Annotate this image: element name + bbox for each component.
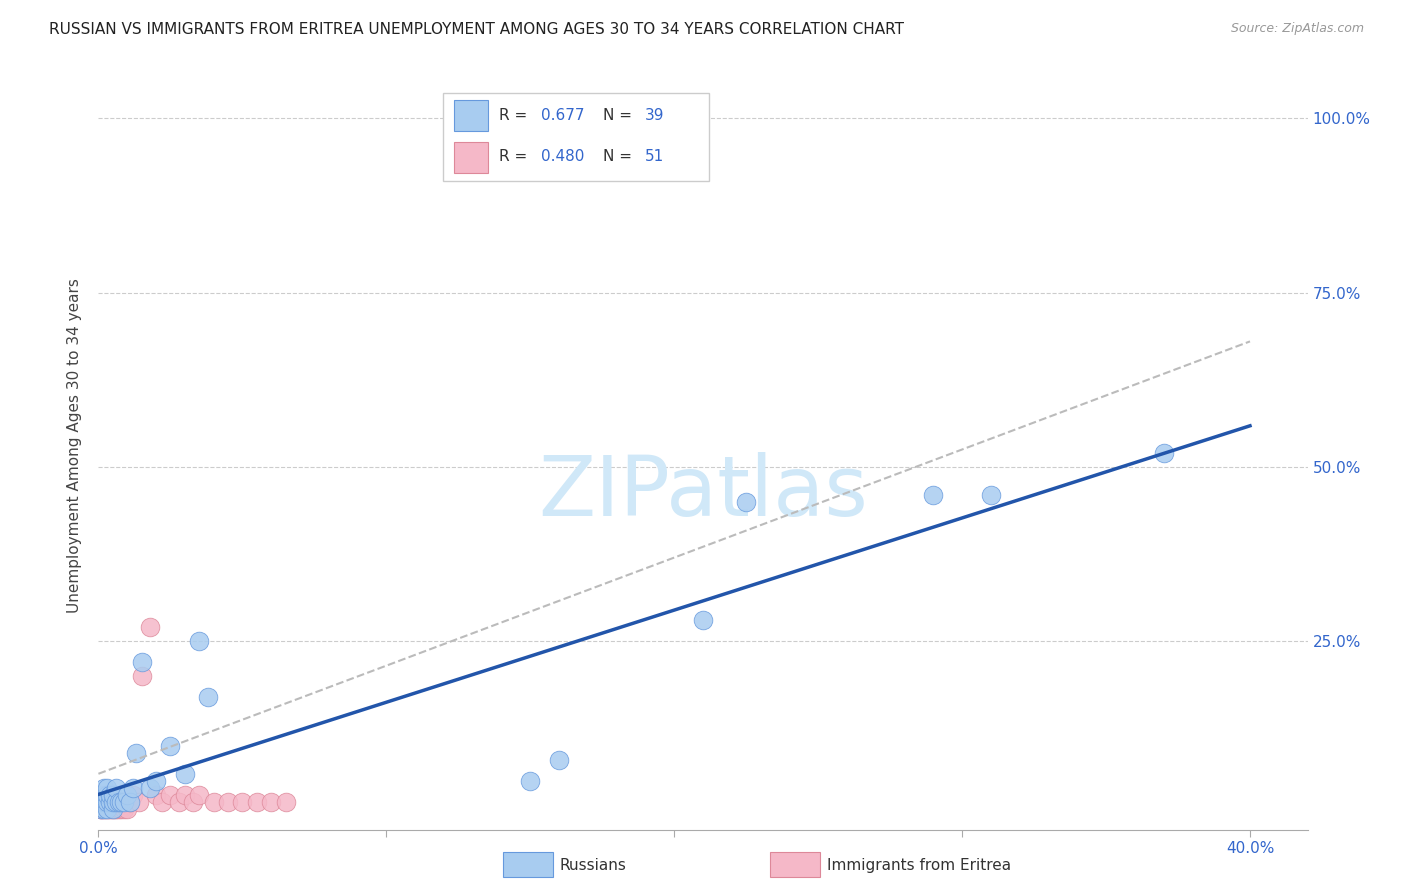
Point <box>980 488 1002 502</box>
Point <box>98 802 121 816</box>
Point <box>98 788 121 802</box>
Point <box>104 802 127 816</box>
Point <box>90 802 112 816</box>
Point <box>122 788 145 802</box>
Point <box>115 795 138 809</box>
Point <box>101 802 124 816</box>
Point <box>145 773 167 788</box>
Point <box>112 795 135 809</box>
Point <box>93 795 115 809</box>
Point <box>101 788 124 802</box>
Point <box>96 802 118 816</box>
Point <box>90 788 112 802</box>
Point <box>112 802 135 816</box>
Point <box>692 613 714 627</box>
Point <box>96 795 118 809</box>
Point <box>93 795 115 809</box>
Point <box>101 795 124 809</box>
Point <box>139 780 162 795</box>
Point <box>93 788 115 802</box>
Point <box>115 788 138 802</box>
Point <box>197 690 219 704</box>
Point <box>145 788 167 802</box>
Point <box>93 802 115 816</box>
Point <box>167 795 190 809</box>
Point <box>90 795 112 809</box>
Point <box>159 739 181 753</box>
Point <box>246 795 269 809</box>
Point <box>107 795 129 809</box>
Point <box>93 802 115 816</box>
Point <box>128 795 150 809</box>
Point <box>519 773 541 788</box>
Point <box>93 780 115 795</box>
Text: ZIPatlas: ZIPatlas <box>538 451 868 533</box>
Point <box>1153 446 1175 460</box>
Point <box>98 802 121 816</box>
Point <box>90 795 112 809</box>
Point <box>104 795 127 809</box>
Text: RUSSIAN VS IMMIGRANTS FROM ERITREA UNEMPLOYMENT AMONG AGES 30 TO 34 YEARS CORREL: RUSSIAN VS IMMIGRANTS FROM ERITREA UNEMP… <box>49 22 904 37</box>
Point <box>90 802 112 816</box>
Point <box>104 802 127 816</box>
Point <box>183 795 205 809</box>
Point <box>548 753 571 767</box>
Point <box>101 802 124 816</box>
Point <box>112 795 135 809</box>
Point <box>188 788 211 802</box>
Point <box>93 795 115 809</box>
Point <box>120 795 142 809</box>
Point <box>96 795 118 809</box>
Point <box>231 795 253 809</box>
Point <box>110 802 132 816</box>
Y-axis label: Unemployment Among Ages 30 to 34 years: Unemployment Among Ages 30 to 34 years <box>67 278 83 614</box>
Point <box>96 780 118 795</box>
Point <box>202 795 225 809</box>
Point <box>150 795 173 809</box>
Point <box>122 780 145 795</box>
Point <box>104 780 127 795</box>
Point <box>101 795 124 809</box>
Point <box>110 795 132 809</box>
Point <box>188 634 211 648</box>
Point <box>101 795 124 809</box>
Point <box>93 795 115 809</box>
Point <box>107 795 129 809</box>
Point <box>98 795 121 809</box>
Text: Source: ZipAtlas.com: Source: ZipAtlas.com <box>1230 22 1364 36</box>
Point <box>90 795 112 809</box>
Point <box>274 795 297 809</box>
Point <box>93 802 115 816</box>
Point <box>98 795 121 809</box>
Point <box>139 620 162 634</box>
Point <box>131 655 153 669</box>
Text: Immigrants from Eritrea: Immigrants from Eritrea <box>827 858 1011 872</box>
Point <box>125 746 148 760</box>
Point <box>260 795 283 809</box>
Point <box>96 802 118 816</box>
Point <box>735 495 758 509</box>
Point <box>96 795 118 809</box>
Point <box>120 795 142 809</box>
Point <box>115 802 138 816</box>
Point <box>173 788 195 802</box>
Point <box>131 669 153 683</box>
Point <box>96 788 118 802</box>
Point <box>107 802 129 816</box>
Point <box>159 788 181 802</box>
Point <box>110 795 132 809</box>
Point <box>217 795 239 809</box>
Point <box>173 766 195 780</box>
Point <box>104 795 127 809</box>
Text: Russians: Russians <box>560 858 627 872</box>
Point <box>96 802 118 816</box>
Point <box>922 488 945 502</box>
Point <box>98 795 121 809</box>
Point <box>90 802 112 816</box>
Point <box>101 802 124 816</box>
Point <box>90 802 112 816</box>
